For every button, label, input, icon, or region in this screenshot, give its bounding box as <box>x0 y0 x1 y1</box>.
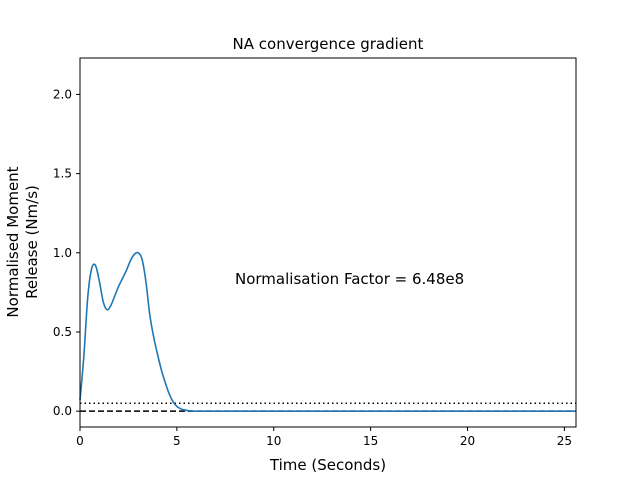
x-axis-ticks: 0 5 10 15 20 25 <box>76 427 572 448</box>
y-axis-label-line-2: Release (Nm/s) <box>23 185 41 299</box>
y-tick-label: 1.5 <box>53 167 72 181</box>
x-axis-label: Time (Seconds) <box>269 456 386 474</box>
y-axis-label: Normalised Moment Release (Nm/s) <box>4 166 41 317</box>
x-tick-label: 20 <box>460 434 475 448</box>
x-tick-label: 25 <box>557 434 572 448</box>
plot-area <box>80 58 576 427</box>
series-line <box>79 251 576 412</box>
y-axis-label-line-1: Normalised Moment <box>4 166 22 317</box>
y-tick-label: 2.0 <box>53 87 72 101</box>
x-tick-label: 5 <box>173 434 181 448</box>
x-tick-label: 10 <box>266 434 281 448</box>
series-layer <box>79 251 576 412</box>
y-tick-label: 0.0 <box>53 404 72 418</box>
x-tick-label: 0 <box>76 434 84 448</box>
x-tick-label: 15 <box>363 434 378 448</box>
chart-title: NA convergence gradient <box>233 35 424 53</box>
y-tick-label: 0.5 <box>53 325 72 339</box>
y-tick-label: 1.0 <box>53 246 72 260</box>
axes-frame <box>79 57 577 428</box>
normalisation-annotation: Normalisation Factor = 6.48e8 <box>235 270 464 288</box>
y-axis-ticks: 0.0 0.5 1.0 1.5 2.0 <box>53 87 80 418</box>
